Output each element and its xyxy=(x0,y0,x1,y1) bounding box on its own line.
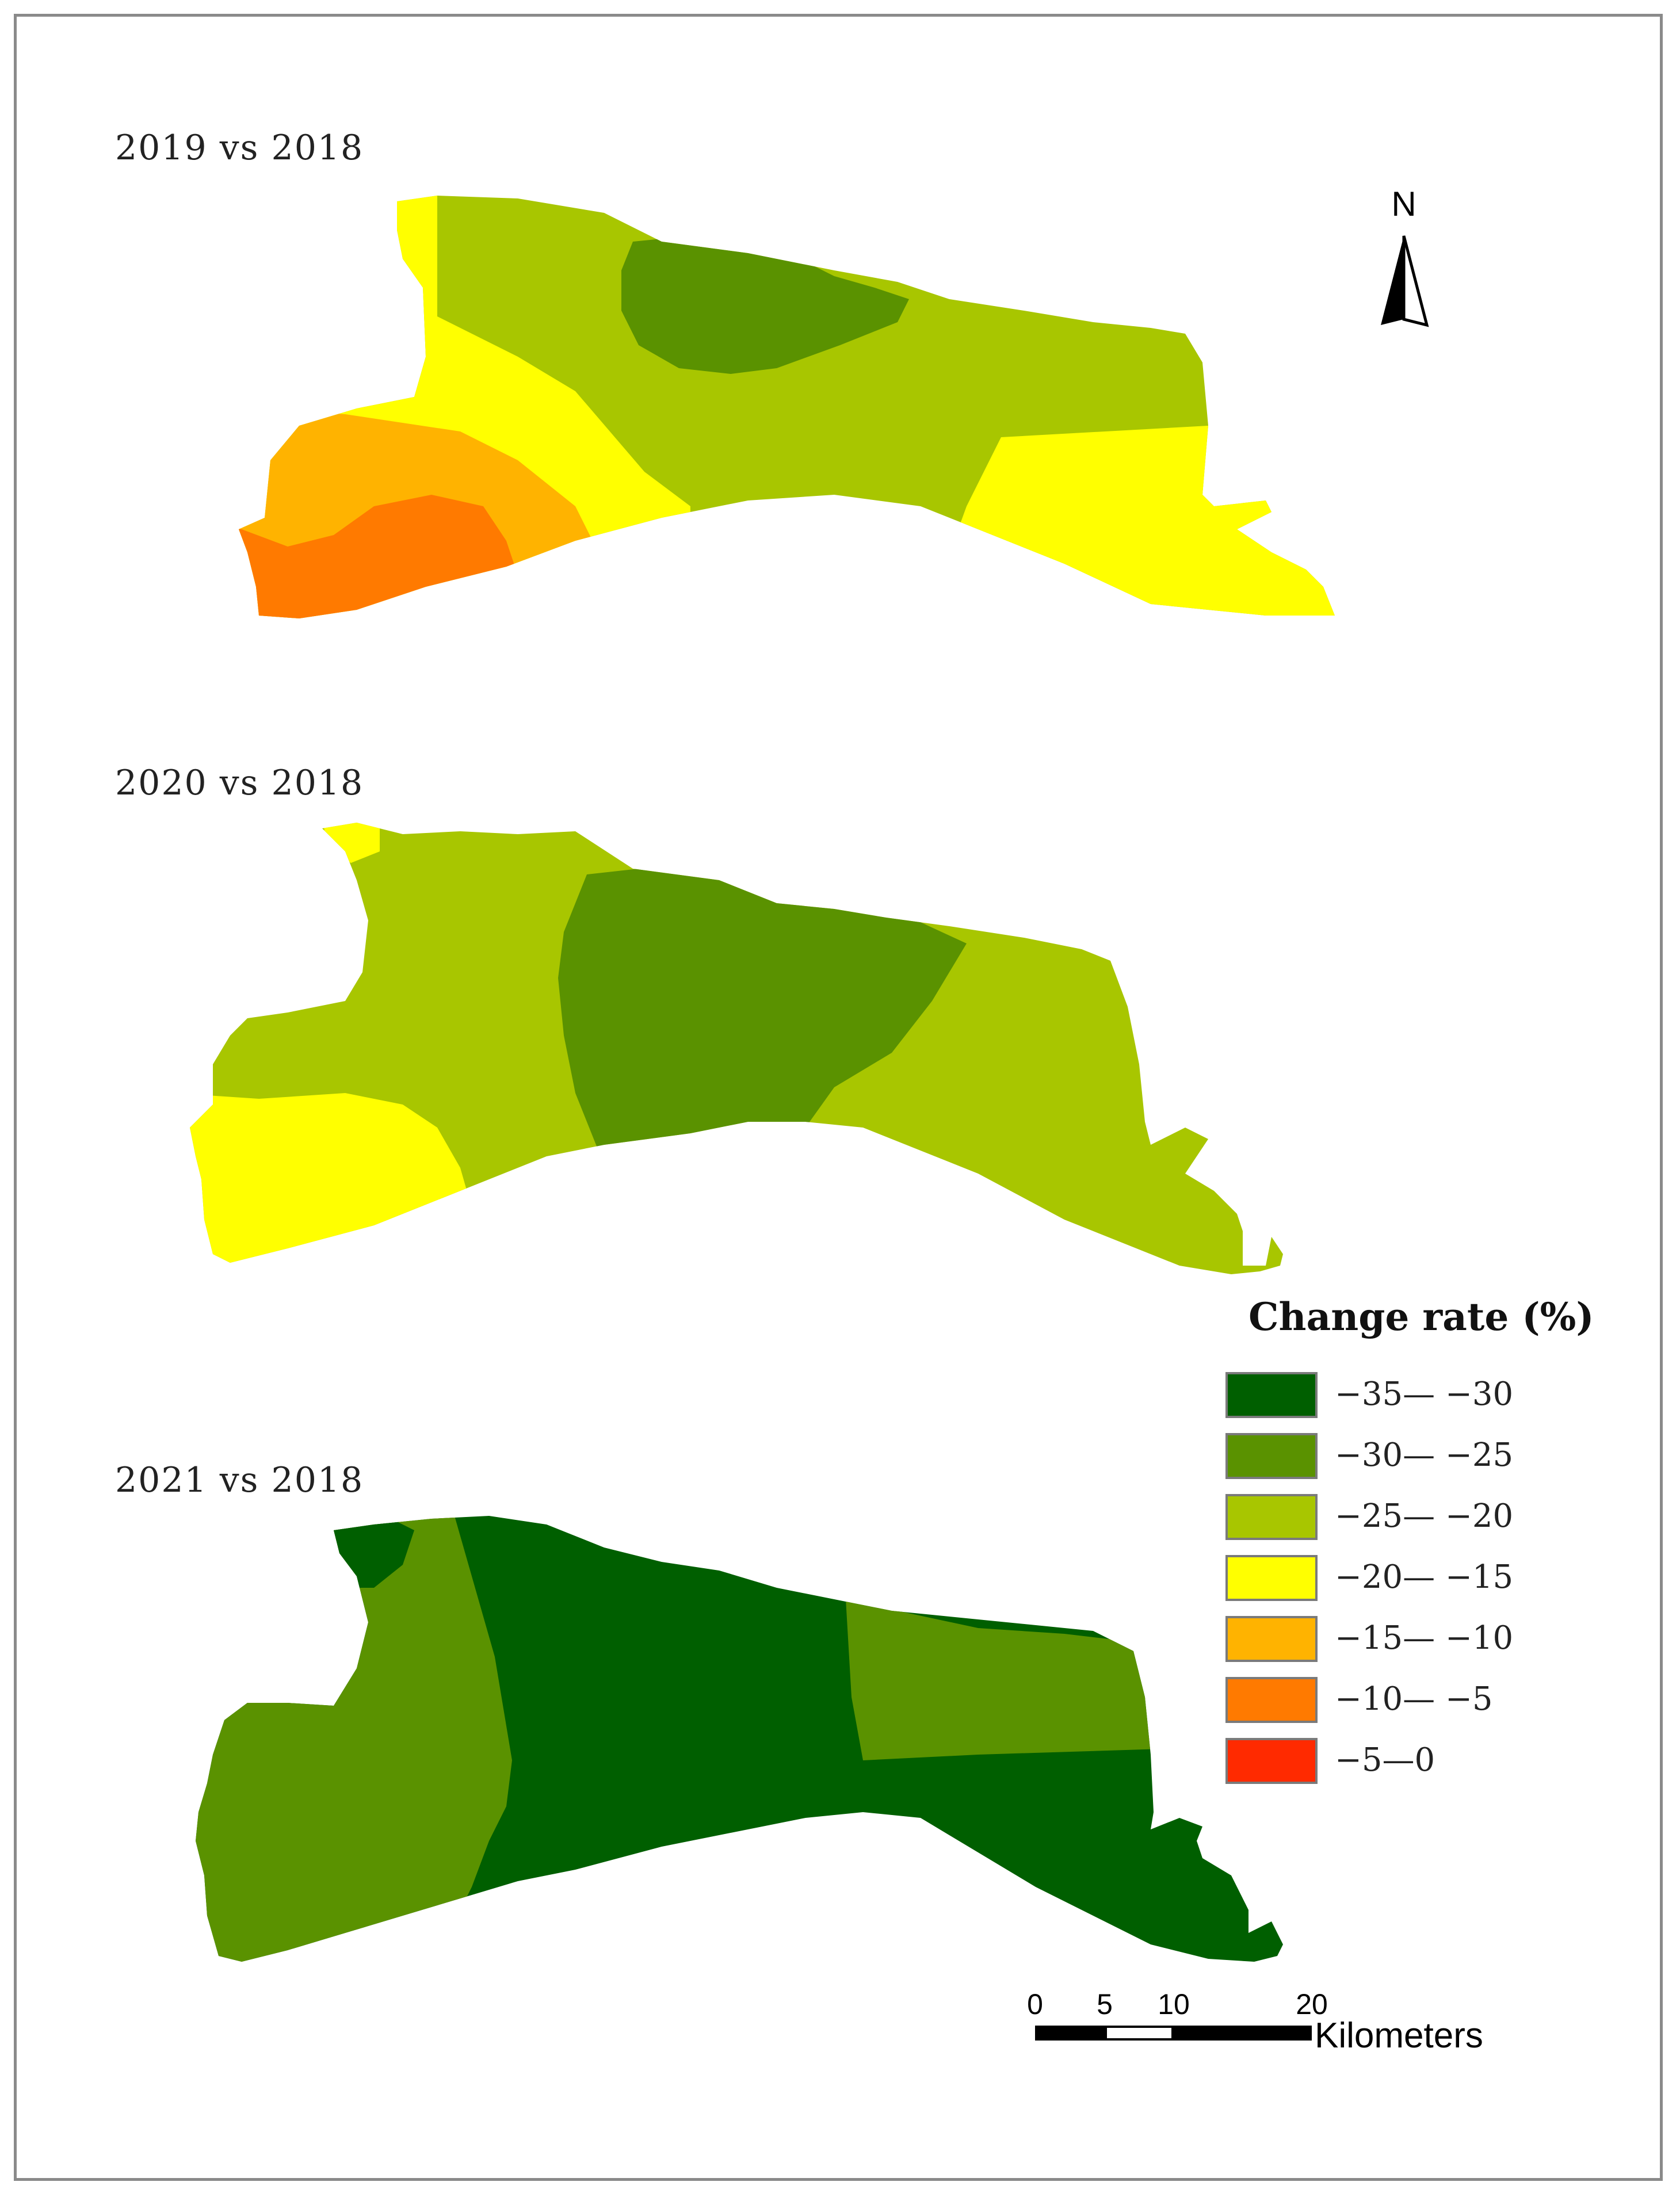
scale-bar: 0 5 10 20 Kilometers xyxy=(1027,1988,1548,2068)
panel-map-2019 xyxy=(239,196,1335,618)
legend: Change rate (%) −35— −30 −30— −25 −25— −20… xyxy=(1225,1294,1628,1801)
legend-item: −30— −25 xyxy=(1225,1433,1628,1483)
legend-label: −25— −20 xyxy=(1335,1497,1514,1535)
north-arrow-label: N xyxy=(1391,185,1416,223)
legend-item: −5—0 xyxy=(1225,1738,1628,1787)
legend-item: −25— −20 xyxy=(1225,1494,1628,1543)
legend-swatch xyxy=(1225,1372,1318,1418)
legend-item: −35— −30 xyxy=(1225,1372,1628,1422)
legend-label: −15— −10 xyxy=(1335,1619,1514,1657)
legend-label: −20— −15 xyxy=(1335,1558,1514,1596)
map-frame xyxy=(14,14,1663,2181)
panel-label-2020: 2020 vs 2018 xyxy=(115,763,364,803)
legend-title: Change rate (%) xyxy=(1248,1294,1594,1339)
legend-item: −20— −15 xyxy=(1225,1555,1628,1604)
scale-segment-2 xyxy=(1105,2026,1174,2041)
north-arrow-icon xyxy=(1381,235,1429,327)
legend-swatch xyxy=(1225,1494,1318,1540)
scale-tick-10: 10 xyxy=(1158,1988,1190,2020)
legend-swatch xyxy=(1225,1555,1318,1601)
panel-map-2021 xyxy=(196,1516,1283,1962)
north-arrow: N xyxy=(1369,184,1438,334)
legend-swatch xyxy=(1225,1433,1318,1479)
legend-swatch xyxy=(1225,1677,1318,1723)
scale-unit-label: Kilometers xyxy=(1315,2016,1483,2055)
scale-tick-0: 0 xyxy=(1027,1988,1043,2020)
panel-label-2019: 2019 vs 2018 xyxy=(115,128,364,168)
scale-tick-20: 20 xyxy=(1296,1988,1328,2020)
scale-tick-5: 5 xyxy=(1097,1988,1113,2020)
legend-label: −35— −30 xyxy=(1335,1375,1514,1413)
legend-label: −5—0 xyxy=(1335,1741,1435,1779)
legend-swatch xyxy=(1225,1616,1318,1662)
legend-label: −10— −5 xyxy=(1335,1680,1493,1718)
legend-item: −15— −10 xyxy=(1225,1616,1628,1665)
scale-segment-1 xyxy=(1035,2026,1105,2041)
legend-label: −30— −25 xyxy=(1335,1436,1514,1474)
legend-swatch xyxy=(1225,1738,1318,1784)
panel-label-2021: 2021 vs 2018 xyxy=(115,1460,364,1500)
legend-item: −10— −5 xyxy=(1225,1677,1628,1726)
scale-segment-3 xyxy=(1174,2026,1312,2041)
panel-map-2020 xyxy=(190,823,1283,1274)
